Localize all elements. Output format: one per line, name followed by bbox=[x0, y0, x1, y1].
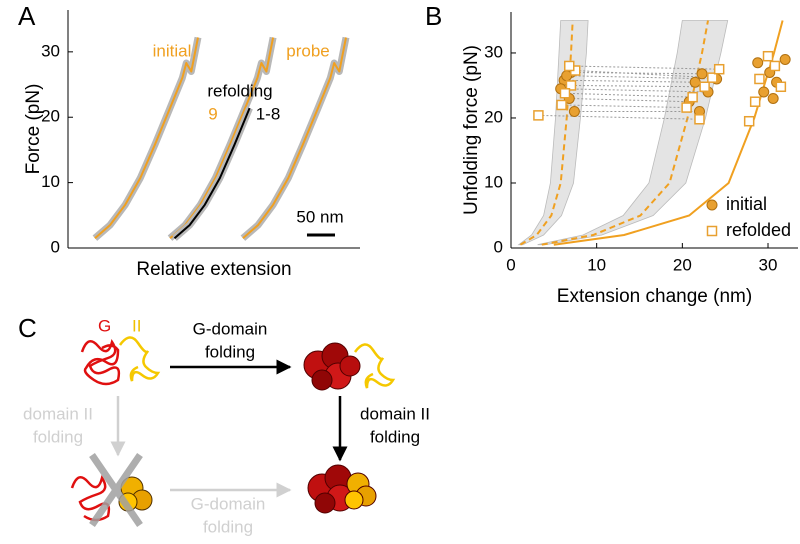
legend-label: refolded bbox=[726, 220, 791, 240]
connector bbox=[564, 79, 696, 83]
scale-bar-label: 50 nm bbox=[296, 207, 343, 226]
point bbox=[767, 92, 779, 104]
point bbox=[565, 80, 577, 91]
trace bbox=[173, 107, 251, 239]
point bbox=[769, 60, 781, 72]
legend-marker bbox=[706, 225, 718, 237]
step-label: folding bbox=[33, 427, 83, 446]
step-label: G-domain bbox=[193, 319, 268, 338]
trace bbox=[242, 37, 347, 239]
series-label: 9 bbox=[208, 104, 217, 123]
x-tick-label: 0 bbox=[506, 255, 515, 274]
x-axis-label: Extension change (nm) bbox=[557, 286, 752, 307]
unfolded-g-domain bbox=[80, 338, 121, 386]
point bbox=[713, 63, 725, 75]
unfolded-domain-ii bbox=[118, 336, 161, 382]
point bbox=[758, 86, 770, 98]
connector bbox=[569, 65, 720, 70]
cross-mark bbox=[89, 453, 143, 527]
connector bbox=[570, 71, 703, 75]
connector bbox=[561, 104, 687, 109]
model-band bbox=[517, 20, 589, 246]
point bbox=[743, 115, 755, 127]
connector bbox=[575, 70, 713, 79]
y-tick-label: 0 bbox=[51, 237, 60, 256]
x-axis-label: Relative extension bbox=[136, 259, 291, 280]
step-label: folding bbox=[203, 517, 253, 536]
step-label: folding bbox=[370, 427, 420, 446]
point bbox=[694, 114, 705, 125]
step-label: domain II bbox=[360, 404, 430, 423]
y-axis-label: Force (pN) bbox=[23, 84, 44, 175]
y-tick-label: 10 bbox=[41, 172, 60, 191]
y-tick-label: 10 bbox=[484, 172, 503, 191]
model-curve bbox=[541, 20, 709, 246]
point bbox=[556, 99, 567, 111]
trace bbox=[169, 37, 275, 239]
panel-label: B bbox=[425, 1, 442, 31]
step-label: domain II bbox=[23, 404, 93, 423]
unfolded-domain-ii bbox=[353, 343, 396, 389]
point bbox=[559, 88, 571, 99]
connector bbox=[564, 92, 693, 98]
series-label: initial bbox=[153, 41, 192, 60]
point bbox=[689, 76, 701, 88]
point bbox=[681, 102, 692, 113]
y-tick-label: 20 bbox=[41, 107, 60, 126]
y-axis-label: Unfolding force (pN) bbox=[461, 45, 482, 215]
connector bbox=[538, 114, 700, 120]
y-tick-label: 30 bbox=[484, 42, 503, 61]
point bbox=[754, 73, 765, 85]
legend-marker bbox=[706, 199, 718, 211]
step-label: folding bbox=[205, 342, 255, 361]
domain-label: G bbox=[98, 316, 111, 335]
trace bbox=[94, 37, 199, 239]
x-tick-label: 10 bbox=[587, 255, 606, 274]
folded-g-domain bbox=[303, 342, 361, 391]
point bbox=[707, 72, 718, 83]
folded-protein bbox=[307, 464, 377, 514]
panel-label: C bbox=[18, 313, 37, 343]
connector bbox=[560, 88, 709, 93]
y-tick-label: 0 bbox=[494, 237, 503, 256]
annotation: refolding bbox=[207, 81, 272, 100]
point bbox=[752, 57, 764, 69]
series-label: probe bbox=[286, 41, 329, 60]
point bbox=[533, 110, 544, 121]
point bbox=[568, 105, 580, 117]
point bbox=[696, 68, 708, 80]
x-tick-label: 20 bbox=[673, 255, 692, 274]
model-curve bbox=[553, 20, 784, 246]
series-label: 1-8 bbox=[256, 104, 281, 123]
point bbox=[699, 81, 710, 93]
point bbox=[775, 81, 787, 93]
diagram: C G II bbox=[18, 313, 396, 527]
y-tick-label: 20 bbox=[484, 107, 503, 126]
point bbox=[564, 60, 575, 72]
domain-label: II bbox=[132, 316, 141, 335]
x-tick-label: 30 bbox=[759, 255, 778, 274]
unfolded-g-domain bbox=[70, 474, 111, 522]
point bbox=[779, 53, 791, 65]
legend-label: initial bbox=[726, 194, 767, 214]
trace-halo bbox=[92, 36, 202, 241]
point bbox=[687, 91, 698, 103]
panel-label: A bbox=[18, 1, 36, 31]
model-band bbox=[537, 20, 729, 246]
step-label: G-domain bbox=[191, 494, 266, 513]
point bbox=[749, 96, 761, 107]
y-tick-label: 30 bbox=[41, 41, 60, 60]
point bbox=[762, 50, 774, 62]
